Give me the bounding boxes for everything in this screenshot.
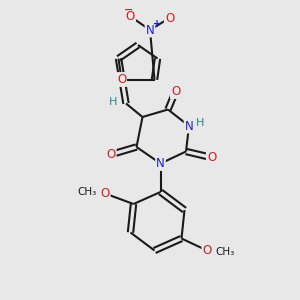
- Text: N: N: [156, 157, 165, 170]
- Text: N: N: [184, 119, 194, 133]
- Text: O: O: [165, 11, 174, 25]
- Text: N: N: [146, 23, 154, 37]
- Text: O: O: [117, 73, 126, 86]
- Text: O: O: [171, 85, 180, 98]
- Text: +: +: [152, 19, 161, 29]
- Text: O: O: [207, 151, 216, 164]
- Text: −: −: [124, 5, 134, 15]
- Text: H: H: [109, 97, 118, 107]
- Text: H: H: [196, 118, 205, 128]
- Text: CH₃: CH₃: [77, 187, 97, 197]
- Text: O: O: [126, 10, 135, 23]
- Text: CH₃: CH₃: [215, 247, 235, 257]
- Text: O: O: [202, 244, 211, 257]
- Text: O: O: [106, 148, 116, 161]
- Text: O: O: [100, 187, 109, 200]
